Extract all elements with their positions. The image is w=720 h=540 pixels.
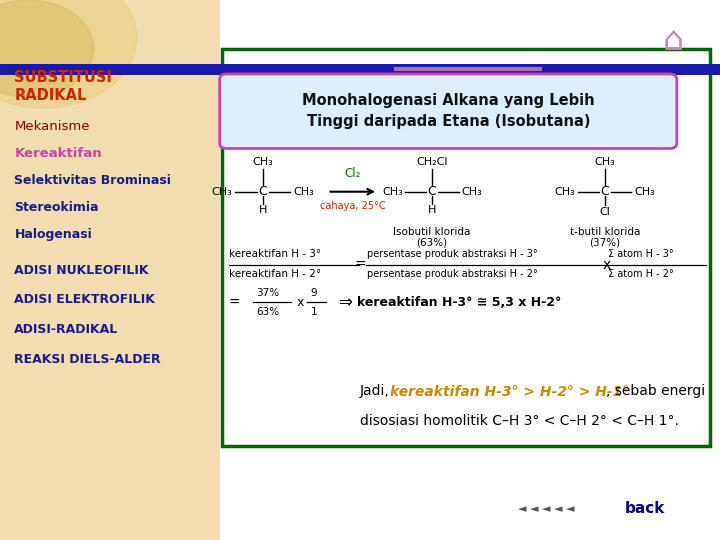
Text: CH₃: CH₃ bbox=[294, 187, 314, 197]
Text: CH₃: CH₃ bbox=[253, 157, 273, 167]
Text: C: C bbox=[258, 185, 267, 198]
Text: CH₃: CH₃ bbox=[212, 187, 232, 197]
Text: Kereaktifan: Kereaktifan bbox=[14, 147, 102, 160]
Text: SUBSTITUSI
RADIKAL: SUBSTITUSI RADIKAL bbox=[14, 70, 112, 103]
Text: 37%: 37% bbox=[256, 288, 279, 298]
Text: disosiasi homolitik C–H 3° < C–H 2° < C–H 1°.: disosiasi homolitik C–H 3° < C–H 2° < C–… bbox=[360, 414, 679, 428]
Circle shape bbox=[0, 0, 94, 97]
Text: Cl₂: Cl₂ bbox=[345, 167, 361, 180]
Text: Monohalogenasi Alkana yang Lebih
Tinggi daripada Etana (Isobutana): Monohalogenasi Alkana yang Lebih Tinggi … bbox=[302, 93, 595, 129]
Text: x: x bbox=[602, 258, 611, 272]
Text: x: x bbox=[297, 296, 304, 309]
Text: 63%: 63% bbox=[256, 307, 279, 317]
Text: C: C bbox=[600, 185, 609, 198]
Text: CH₃: CH₃ bbox=[462, 187, 482, 197]
Text: cahaya, 25°C: cahaya, 25°C bbox=[320, 201, 386, 212]
Text: =: = bbox=[229, 295, 240, 309]
Text: H: H bbox=[428, 205, 436, 214]
Text: Stereokimia: Stereokimia bbox=[14, 201, 99, 214]
Text: REAKSI DIELS-ALDER: REAKSI DIELS-ALDER bbox=[14, 353, 161, 366]
Text: H: H bbox=[258, 205, 267, 214]
Text: Σ atom H - 2°: Σ atom H - 2° bbox=[608, 269, 674, 279]
Text: , sebab energi: , sebab energi bbox=[606, 384, 706, 399]
Text: Cl: Cl bbox=[599, 207, 611, 217]
Text: ◄ ◄ ◄ ◄ ◄: ◄ ◄ ◄ ◄ ◄ bbox=[518, 504, 575, 514]
Text: CH₃: CH₃ bbox=[595, 157, 615, 167]
Text: =: = bbox=[354, 258, 366, 272]
Text: t-butil klorida: t-butil klorida bbox=[570, 227, 640, 237]
Text: Selektivitas Brominasi: Selektivitas Brominasi bbox=[14, 174, 171, 187]
Text: kereaktifan H - 2°: kereaktifan H - 2° bbox=[229, 269, 321, 279]
Text: persentase produk abstraksi H - 3°: persentase produk abstraksi H - 3° bbox=[367, 249, 538, 259]
Text: Isobutil klorida: Isobutil klorida bbox=[393, 227, 471, 237]
Text: ⌂: ⌂ bbox=[662, 24, 684, 57]
Text: C: C bbox=[428, 185, 436, 198]
Text: kereaktifan H - 3°: kereaktifan H - 3° bbox=[229, 249, 321, 259]
Text: Jadi,: Jadi, bbox=[360, 384, 394, 399]
Text: ⇒: ⇒ bbox=[338, 293, 351, 312]
FancyBboxPatch shape bbox=[220, 74, 677, 148]
Text: persentase produk abstraksi H - 2°: persentase produk abstraksi H - 2° bbox=[367, 269, 538, 279]
Text: 1: 1 bbox=[310, 307, 317, 317]
Text: CH₃: CH₃ bbox=[634, 187, 654, 197]
Text: kereaktifan H-3° > H-2° > H-1°: kereaktifan H-3° > H-2° > H-1° bbox=[390, 384, 629, 399]
FancyBboxPatch shape bbox=[0, 0, 220, 540]
Text: CH₃: CH₃ bbox=[382, 187, 402, 197]
Text: ADISI ELEKTROFILIK: ADISI ELEKTROFILIK bbox=[14, 293, 156, 306]
FancyBboxPatch shape bbox=[0, 64, 720, 75]
Text: back: back bbox=[625, 501, 665, 516]
Text: 9: 9 bbox=[310, 288, 317, 298]
Text: (37%): (37%) bbox=[589, 238, 621, 248]
Text: CH₂Cl: CH₂Cl bbox=[416, 157, 448, 167]
FancyBboxPatch shape bbox=[222, 49, 710, 446]
Text: Σ atom H - 3°: Σ atom H - 3° bbox=[608, 249, 674, 259]
Text: (63%): (63%) bbox=[416, 238, 448, 248]
Text: CH₃: CH₃ bbox=[555, 187, 575, 197]
Circle shape bbox=[0, 0, 137, 108]
Text: Halogenasi: Halogenasi bbox=[14, 228, 92, 241]
Text: Mekanisme: Mekanisme bbox=[14, 120, 90, 133]
Text: ADISI NUKLEOFILIK: ADISI NUKLEOFILIK bbox=[14, 264, 149, 276]
Text: ADISI-RADIKAL: ADISI-RADIKAL bbox=[14, 323, 119, 336]
Text: kereaktifan H-3° ≅ 5,3 x H-2°: kereaktifan H-3° ≅ 5,3 x H-2° bbox=[357, 296, 562, 309]
